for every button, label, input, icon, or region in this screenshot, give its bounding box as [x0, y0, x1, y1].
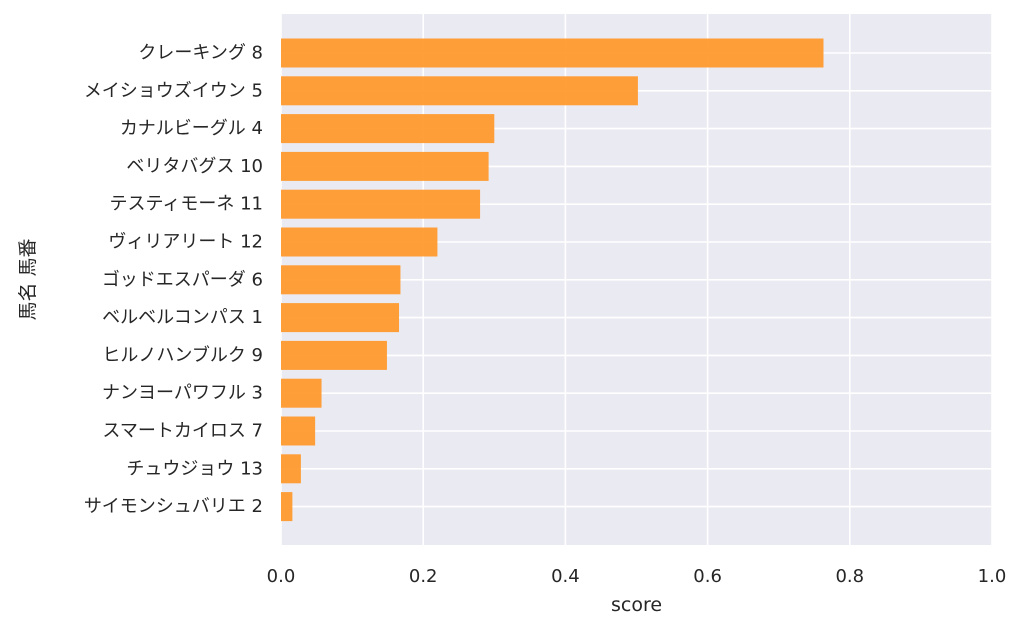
y-tick-label: カナルビーグル 4 — [120, 118, 263, 139]
bar — [281, 303, 400, 333]
y-tick-label: テスティモーネ 11 — [109, 194, 263, 215]
y-tick-label: ゴッドエスパーダ 6 — [102, 269, 263, 290]
bar — [281, 492, 293, 522]
bar — [281, 265, 401, 295]
y-tick-label: ベリタバグス 10 — [126, 156, 263, 177]
x-tick-labels: 0.0 0.2 0.4 0.6 0.8 1.0 — [267, 566, 1007, 587]
bar — [281, 189, 481, 219]
x-tick-label: 1.0 — [978, 566, 1007, 587]
y-tick-labels: クレーキング 8 メイショウズイウン 5 カナルビーグル 4 ベリタバグス 10 テステ… — [84, 43, 263, 518]
bar — [281, 340, 387, 370]
x-tick-label: 0.0 — [267, 566, 296, 587]
y-tick-label: サイモンシュバリエ 2 — [84, 496, 263, 517]
bar — [281, 454, 301, 484]
bar — [281, 151, 489, 181]
bar — [281, 378, 322, 408]
y-tick-label: チュウジョウ 13 — [126, 458, 263, 479]
y-tick-label: クレーキング 8 — [138, 43, 263, 64]
bar — [281, 76, 638, 106]
y-tick-label: ヴィリアリート 12 — [108, 232, 263, 253]
x-tick-label: 0.8 — [835, 566, 864, 587]
bars — [281, 38, 824, 522]
bar — [281, 38, 824, 68]
x-tick-label: 0.4 — [551, 566, 580, 587]
y-tick-label: ヒルノハンブルク 9 — [102, 344, 263, 366]
x-axis-label: score — [611, 594, 662, 616]
bar — [281, 227, 438, 257]
y-tick-label: ナンヨーパワフル 3 — [102, 383, 263, 404]
y-tick-label: スマートカイロス 7 — [102, 421, 263, 442]
y-tick-label: ベルベルコンパス 1 — [102, 307, 263, 328]
y-axis-label: 馬名 馬番 — [17, 238, 39, 320]
x-tick-label: 0.6 — [693, 566, 722, 587]
bar — [281, 114, 495, 144]
y-tick-label: メイショウズイウン 5 — [84, 80, 263, 101]
bar — [281, 416, 316, 446]
x-tick-label: 0.2 — [409, 566, 438, 587]
